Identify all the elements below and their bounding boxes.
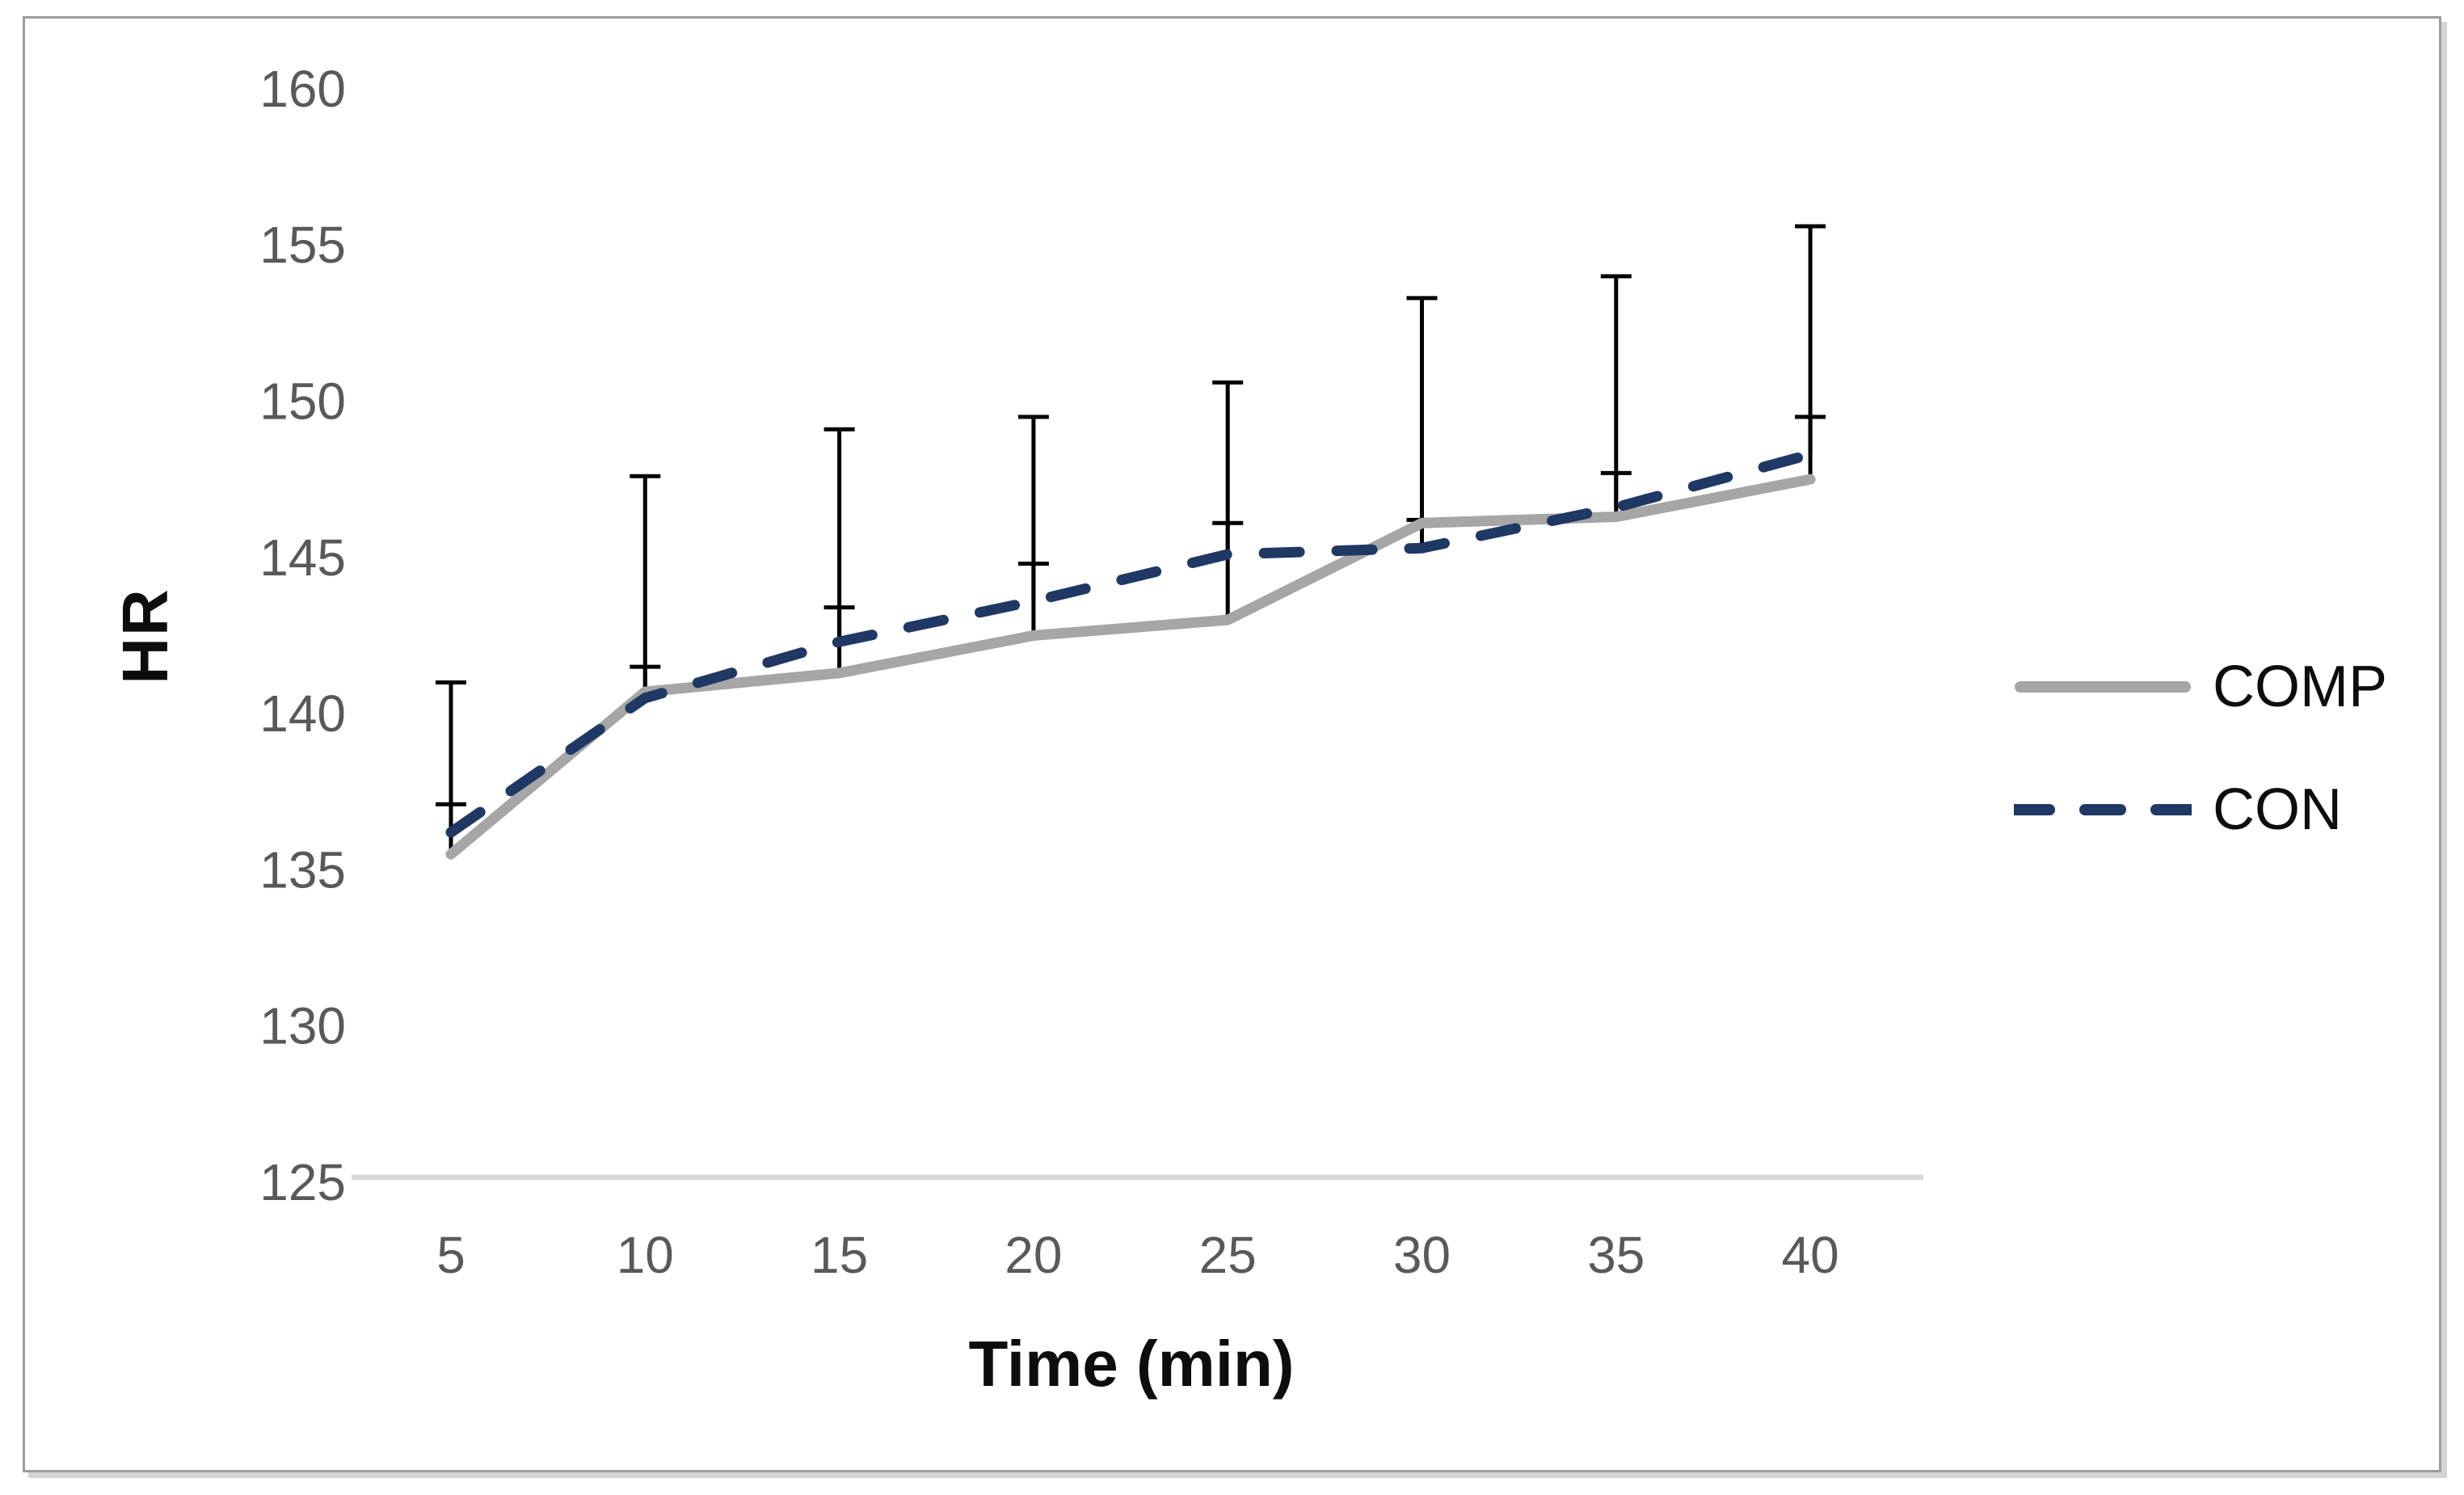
x-tick-label: 10: [617, 1226, 674, 1284]
x-tick-label: 30: [1393, 1226, 1451, 1284]
x-axis-title: Time (min): [968, 1328, 1295, 1400]
y-tick-label: 160: [259, 60, 346, 118]
error-bars: [436, 224, 1826, 855]
y-tick-label: 155: [259, 216, 346, 274]
y-tick-label: 125: [259, 1153, 346, 1211]
y-tick-label: 135: [259, 840, 346, 899]
x-tick-label: 20: [1005, 1226, 1062, 1284]
legend-item-con: CON: [2014, 773, 2342, 846]
x-tick-label: 5: [436, 1226, 465, 1284]
y-axis-title: HR: [109, 587, 181, 684]
y-tick-label: 145: [259, 529, 346, 587]
x-tick-label: 35: [1587, 1226, 1645, 1284]
y-tick-labels: 125 130 135 140 145 150 155 160: [259, 60, 346, 1211]
x-tick-labels: 5 10 15 20 25 30 35 40: [436, 1226, 1839, 1284]
chart-frame: [23, 16, 2441, 1472]
series-line-con: [445, 448, 1816, 838]
y-tick-label: 130: [259, 997, 346, 1055]
con-line-sample-icon: [2014, 804, 2192, 815]
legend-label-comp: COMP: [2213, 655, 2387, 719]
legend-label-con: CON: [2213, 777, 2342, 842]
x-tick-label: 25: [1199, 1226, 1257, 1284]
x-tick-label: 40: [1782, 1226, 1839, 1284]
y-tick-label: 140: [259, 684, 346, 743]
con-line: [445, 448, 1816, 838]
legend-item-comp: COMP: [2014, 651, 2387, 723]
x-tick-label: 15: [811, 1226, 868, 1284]
y-tick-label: 150: [259, 373, 346, 431]
comp-line-sample-icon: [2015, 681, 2191, 693]
